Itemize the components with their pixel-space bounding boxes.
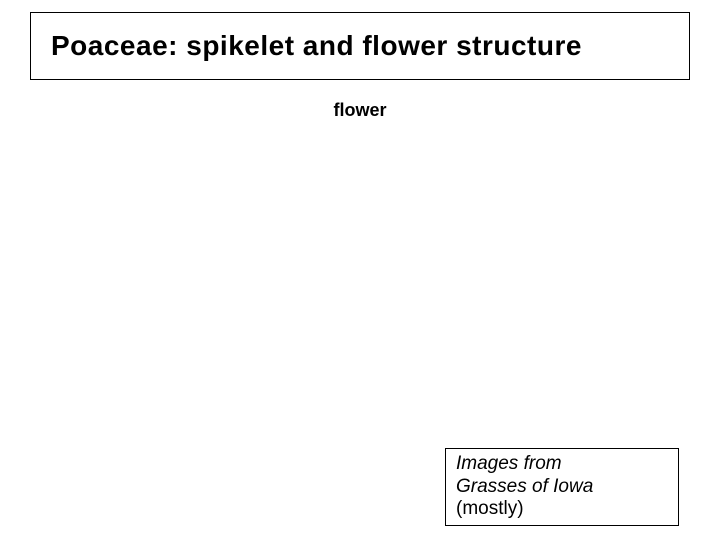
credit-line-3: (mostly) [456, 498, 668, 521]
credit-line-1: Images from [456, 453, 668, 476]
page-title: Poaceae: spikelet and flower structure [51, 30, 582, 62]
credit-line-2: Grasses of Iowa [456, 476, 668, 499]
title-box: Poaceae: spikelet and flower structure [30, 12, 690, 80]
credit-box: Images from Grasses of Iowa (mostly) [445, 448, 679, 526]
flower-label: flower [333, 100, 386, 121]
